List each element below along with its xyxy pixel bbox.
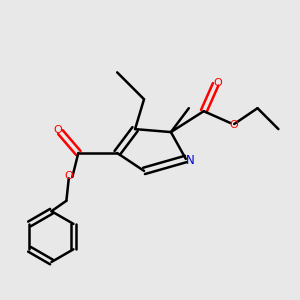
Text: N: N [186, 154, 195, 167]
Text: O: O [64, 171, 73, 181]
Text: O: O [229, 120, 238, 130]
Text: O: O [54, 125, 62, 135]
Text: O: O [214, 78, 223, 88]
